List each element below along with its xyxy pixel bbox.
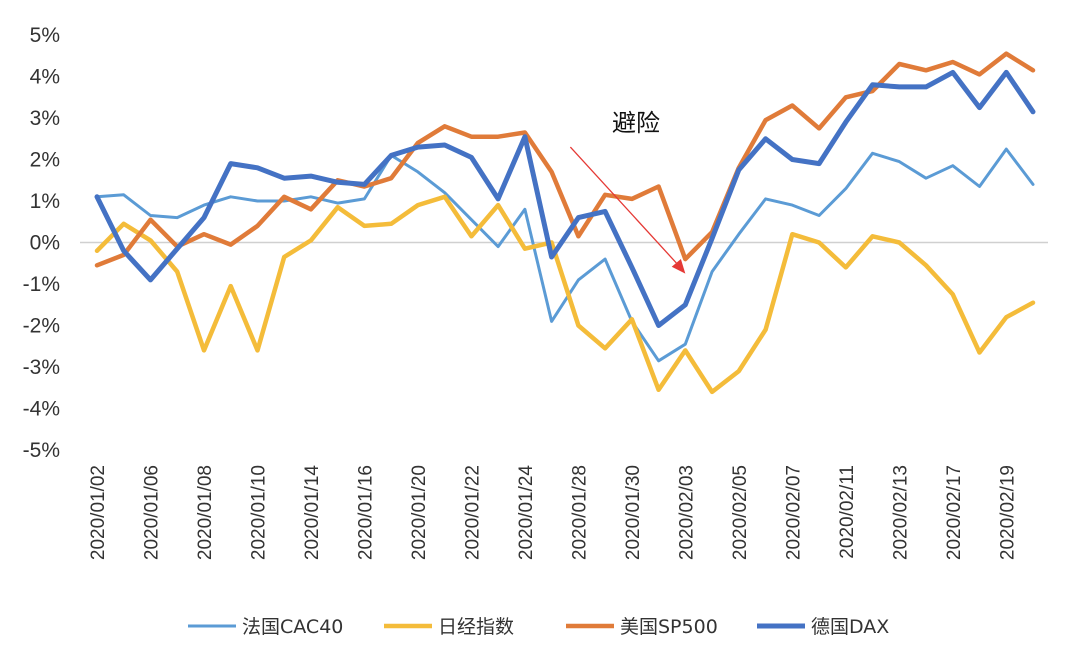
x-tick-label: 2020/01/06 — [141, 465, 162, 560]
annotation-arrow — [569, 146, 677, 264]
y-tick-label: 0% — [30, 232, 60, 255]
legend-item: 德国DAX — [757, 616, 889, 638]
annotation-text: 避险 — [612, 109, 660, 137]
series-line-1 — [94, 194, 1036, 395]
legend: 法国CAC40 日经指数 美国SP500 德国DAX — [188, 616, 889, 638]
x-tick-label: 2020/02/07 — [783, 465, 804, 560]
x-axis: 2020/01/02 2020/01/06 2020/01/08 2020/01/10… — [88, 465, 1018, 561]
y-tick-label: 5% — [30, 24, 60, 47]
series-lines — [94, 51, 1036, 395]
y-tick-label: -3% — [23, 356, 60, 379]
legend-label: 美国SP500 — [620, 616, 718, 638]
annotation: 避险 — [569, 109, 686, 274]
x-tick-label: 2020/01/22 — [462, 465, 483, 560]
y-tick-label: -2% — [23, 315, 60, 338]
legend-label: 德国DAX — [811, 616, 889, 638]
x-tick-label: 2020/01/20 — [409, 465, 430, 560]
x-tick-label: 2020/02/03 — [676, 465, 697, 560]
x-tick-label: 2020/01/14 — [302, 465, 323, 561]
legend-item: 法国CAC40 — [188, 616, 343, 638]
x-tick-label: 2020/01/16 — [355, 465, 376, 560]
legend-label: 日经指数 — [438, 616, 514, 638]
y-tick-label: -1% — [23, 273, 60, 296]
x-tick-label: 2020/01/28 — [569, 465, 590, 560]
x-tick-label: 2020/01/02 — [88, 465, 109, 560]
x-tick-label: 2020/01/30 — [623, 465, 644, 560]
x-tick-label: 2020/01/10 — [248, 465, 269, 560]
x-tick-label: 2020/01/08 — [195, 465, 216, 560]
arrow-head-icon — [671, 259, 686, 274]
legend-item: 日经指数 — [384, 616, 514, 638]
y-tick-label: 1% — [30, 190, 60, 213]
x-tick-label: 2020/02/11 — [837, 465, 858, 559]
y-tick-label: -4% — [23, 398, 60, 421]
y-tick-label: -5% — [23, 439, 60, 462]
series-line-0 — [95, 147, 1035, 363]
y-tick-label: 2% — [30, 149, 60, 172]
legend-item: 美国SP500 — [566, 616, 718, 638]
series-line-3 — [94, 69, 1036, 328]
legend-label: 法国CAC40 — [242, 616, 343, 638]
x-tick-label: 2020/02/19 — [997, 465, 1018, 560]
y-tick-label: 3% — [30, 107, 60, 130]
y-tick-label: 4% — [30, 66, 60, 89]
y-axis: 5% 4% 3% 2% 1% 0% -1% -2% -3% -4% -5% — [23, 24, 60, 462]
x-tick-label: 2020/02/17 — [944, 465, 965, 560]
x-tick-label: 2020/01/24 — [516, 465, 537, 561]
x-tick-label: 2020/02/13 — [890, 465, 911, 560]
x-tick-label: 2020/02/05 — [730, 465, 751, 560]
